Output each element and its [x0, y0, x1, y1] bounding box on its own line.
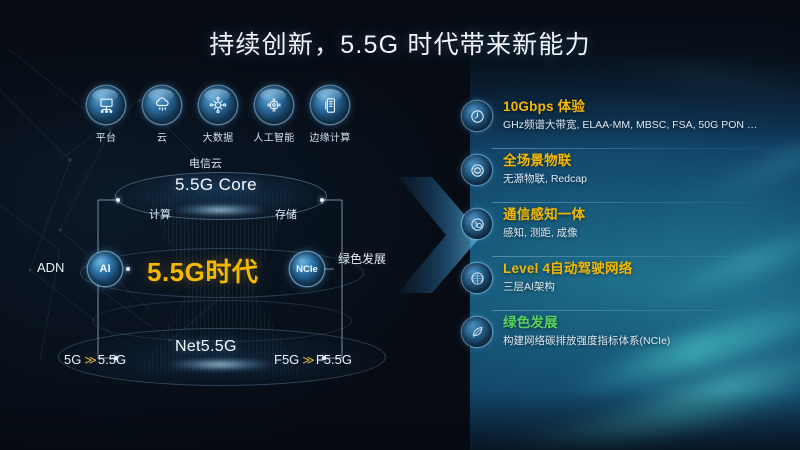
capability-list: 10Gbps 体验 GHz频谱大带宽, ELAA-MM, MBSC, FSA, … — [462, 96, 794, 365]
capability-subtitle: 三层AI架构 — [503, 281, 555, 293]
bracket-dot — [126, 267, 130, 271]
background-bottom-fade — [0, 390, 800, 450]
list-divider — [492, 310, 788, 311]
top-icon-cloud[interactable]: 云 — [140, 86, 184, 144]
ai-badge-label: AI — [99, 263, 111, 275]
evolution-left: 5G ≫ 5.5G — [64, 352, 126, 367]
capability-subtitle: GHz频谱大带宽, ELAA-MM, MBSC, FSA, 50G PON … — [503, 119, 758, 131]
capability-title: 10Gbps 体验 — [503, 99, 586, 114]
capability-subtitle: 感知, 测距, 成像 — [503, 227, 578, 239]
evolution-left-from: 5G — [64, 352, 82, 367]
green-development-label: 绿色发展 — [338, 252, 387, 266]
capability-text: 绿色发展 构建网络碳排放强度指标体系(NCIe) — [503, 314, 670, 348]
evolution-right-arrow-icon: ≫ — [302, 353, 314, 367]
architecture-diagram: 电信云 5.5G Core 计算 存储 5.5G时代 ADN 绿色发展 Net5… — [20, 140, 420, 390]
storage-label: 存储 — [275, 209, 297, 221]
top-icon-label: 云 — [156, 133, 168, 144]
net-label: Net5.5G — [175, 338, 237, 355]
big-data-icon — [199, 86, 237, 124]
adn-label: ADN — [37, 260, 65, 275]
capability-title: 全场景物联 — [503, 153, 572, 168]
ncie-badge[interactable]: NCIe — [290, 252, 324, 286]
top-icon-label: 边缘计算 — [309, 133, 351, 144]
top-icon-label: 大数据 — [202, 133, 234, 144]
list-divider — [492, 256, 788, 257]
top-icon-big-data[interactable]: 大数据 — [196, 86, 240, 144]
compute-label: 计算 — [149, 209, 171, 221]
bracket-dot — [320, 198, 324, 202]
era-title: 5.5G时代 — [147, 257, 259, 287]
capability-text: 通信感知一体 感知, 测距, 成像 — [503, 206, 585, 240]
telecom-cloud-label: 电信云 — [189, 158, 222, 170]
autonomous-network-icon — [462, 263, 492, 293]
bracket-dot — [322, 356, 326, 360]
capability-item-autonomous-network[interactable]: Level 4自动驾驶网络 三层AI架构 — [462, 258, 794, 311]
evolution-right-to: F5.5G — [315, 352, 352, 367]
capability-text: 10Gbps 体验 GHz频谱大带宽, ELAA-MM, MBSC, FSA, … — [503, 98, 757, 132]
evolution-left-to: 5.5G — [97, 352, 127, 367]
core-glow — [175, 204, 265, 216]
capability-text: 全场景物联 无源物联, Redcap — [503, 152, 587, 186]
ellipse-bottom — [58, 328, 386, 386]
capability-item-10gbps[interactable]: 10Gbps 体验 GHz频谱大带宽, ELAA-MM, MBSC, FSA, … — [462, 96, 794, 149]
background-top-fade — [0, 0, 800, 150]
page-title: 持续创新，5.5G 时代带来新能力 — [209, 31, 591, 59]
edge-computing-icon — [311, 86, 349, 124]
top-icon-label: 平台 — [95, 133, 117, 144]
platform-icon — [87, 86, 125, 124]
leaf-icon — [462, 317, 492, 347]
top-icon-platform[interactable]: 平台 — [84, 86, 128, 144]
evolution-left-arrow-icon: ≫ — [84, 353, 96, 367]
gauge-icon — [462, 101, 492, 131]
capability-title: Level 4自动驾驶网络 — [503, 261, 633, 276]
capability-item-iot[interactable]: 全场景物联 无源物联, Redcap — [462, 150, 794, 203]
bracket-dot — [116, 198, 120, 202]
evolution-right-from: F5G — [274, 352, 300, 367]
right-chevron-arrow — [398, 177, 482, 293]
sensing-icon — [462, 209, 492, 239]
ellipse-mid — [80, 248, 364, 298]
evolution-right: F5G ≫ F5.5G — [274, 352, 352, 367]
iot-network-icon — [462, 155, 492, 185]
capability-text: Level 4自动驾驶网络 三层AI架构 — [503, 260, 632, 294]
ncie-badge-label: NCIe — [296, 263, 318, 275]
capability-icon-row: 平台 云 大数据 — [84, 86, 352, 144]
top-icon-edge-computing[interactable]: 边缘计算 — [308, 86, 352, 144]
list-divider — [492, 148, 788, 149]
list-divider — [492, 202, 788, 203]
ai-badge[interactable]: AI — [88, 252, 122, 286]
capability-title: 绿色发展 — [503, 315, 558, 330]
capability-item-green-development[interactable]: 绿色发展 构建网络碳排放强度指标体系(NCIe) — [462, 312, 794, 365]
ai-chip-icon — [255, 86, 293, 124]
capability-subtitle: 无源物联, Redcap — [503, 173, 588, 185]
capability-subtitle: 构建网络碳排放强度指标体系(NCIe) — [503, 335, 671, 347]
core-label: 5.5G Core — [175, 175, 258, 194]
capability-title: 通信感知一体 — [503, 207, 586, 222]
top-icon-ai[interactable]: 人工智能 — [252, 86, 296, 144]
bracket-dot — [114, 356, 118, 360]
capability-item-sensing[interactable]: 通信感知一体 感知, 测距, 成像 — [462, 204, 794, 257]
cloud-icon — [143, 86, 181, 124]
net-glow — [168, 358, 272, 371]
top-icon-label: 人工智能 — [253, 133, 295, 144]
